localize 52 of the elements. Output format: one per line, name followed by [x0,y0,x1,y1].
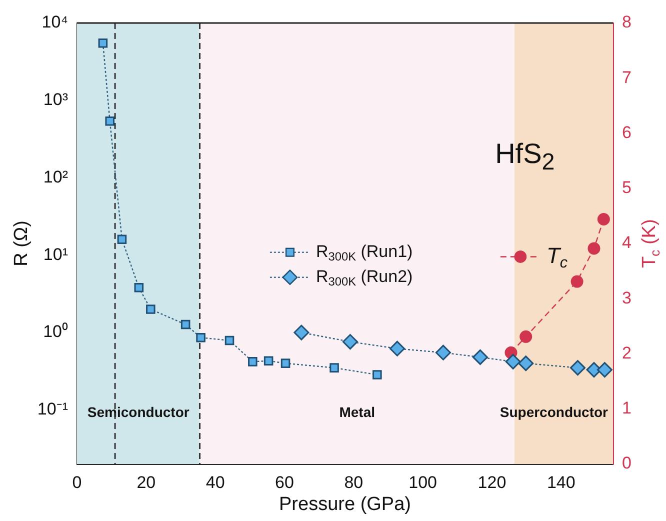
y-tick-label: 10⁰ [43,322,68,342]
point [596,362,612,378]
x-tick-label: 0 [72,472,82,492]
y-tick-label: 10¹ [43,244,68,264]
y2-tick-label: 6 [622,122,632,142]
point [280,358,290,368]
x-tick-label: 60 [275,472,294,492]
y2-tick-label: 0 [622,454,632,473]
point [342,334,358,350]
point [294,324,310,340]
x-axis-title: Pressure (GPa) [279,494,411,516]
y-tick-label: 10² [43,167,68,186]
point [134,283,144,292]
y-tick-label: 10⁴ [42,12,68,32]
point [98,38,108,48]
band-label: Metal [339,404,376,420]
y-axis-title: R (Ω) [11,220,32,266]
point [105,116,114,126]
x-tick-label: 80 [344,472,364,492]
point [117,234,127,244]
point [146,304,156,314]
point [435,344,451,360]
x-tick-label: 120 [478,472,506,492]
y2-tick-label: 3 [622,288,632,308]
point [570,360,586,376]
y-tick-label: 10³ [43,90,68,110]
band-label: Superconductor [500,404,609,420]
point [264,356,274,366]
point [389,340,405,356]
band-label: Semiconductor [87,404,190,420]
y2-tick-label: 7 [622,68,632,87]
point [180,320,190,330]
y-tick-label: 10⁻¹ [37,400,68,419]
text: HfS$_{2}$ [495,138,555,176]
x-tick-label: 20 [136,472,156,492]
y2-tick-label: 1 [622,398,632,418]
point [372,370,382,380]
point [196,332,206,342]
x-tick-label: 100 [408,472,437,492]
y2-tick-label: 8 [622,12,632,32]
point [330,363,339,372]
x-tick-label: 140 [546,472,576,492]
point [224,336,234,346]
y2-tick-label: 2 [622,343,632,362]
y2-axis-title: Tc (K) [639,219,662,268]
point [505,354,521,370]
point [248,357,258,366]
x-tick-label: 40 [206,472,225,492]
y2-tick-label: 5 [622,178,632,198]
point [518,356,534,372]
point [472,349,488,365]
y2-tick-label: 4 [622,233,632,252]
